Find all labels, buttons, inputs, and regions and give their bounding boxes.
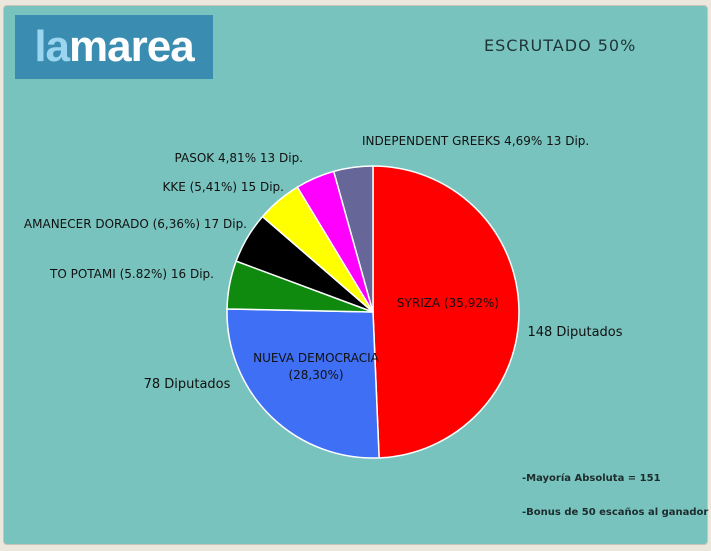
slice-label-to: TO POTAMI (5.82%) 16 Dip. [49,267,214,281]
slice-label-nueva: NUEVA DEMOCRACIA (28,30%) [253,351,380,382]
note-majority: -Mayoría Absoluta = 151 [522,473,661,484]
slice-label-pasok: PASOK 4,81% 13 Dip. [175,151,303,165]
pie-labels: SYRIZA (35,92%) 148 Diputados NUEVA DEMOCR… [24,134,623,392]
pie-slices [226,165,520,459]
note-bonus: -Bonus de 50 escaños al ganador [522,507,709,518]
slice-label-syriza: SYRIZA (35,92%) [397,296,499,310]
logo-part-la: la [34,22,70,71]
pie-slice-independent [332,165,374,313]
lamarea-logo: la marea [15,15,213,79]
slice-label-kke: KKE (5,41%) 15 Dip. [162,180,284,194]
slice-label-independent: INDEPENDENT GREEKS 4,69% 13 Dip. [362,134,589,148]
seats-label-syriza: 148 Diputados [527,325,622,340]
status-text: ESCRUTADO 50% [484,36,637,55]
pie-slice-nueva [226,308,380,459]
logo-part-marea: marea [69,22,195,71]
pie-slice-syriza [372,165,520,459]
seats-label-nueva: 78 Diputados [144,377,231,392]
slice-label-amanecer: AMANECER DORADO (6,36%) 17 Dip. [24,217,247,231]
